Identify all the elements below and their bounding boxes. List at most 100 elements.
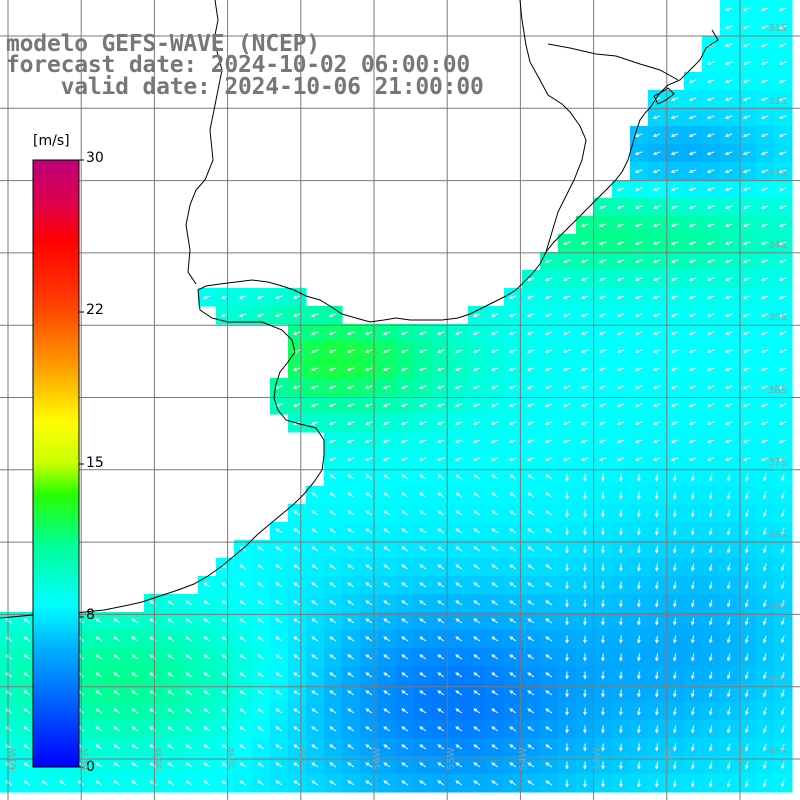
wind-arrow: [778, 7, 787, 12]
wind-arrow: [562, 277, 571, 282]
wind-arrow: [562, 259, 571, 264]
wind-arrow: [293, 690, 301, 696]
wind-arrow: [565, 563, 569, 572]
wind-arrow: [239, 708, 247, 714]
lat-label: 37S: [768, 457, 788, 468]
wind-arrow: [527, 780, 535, 786]
wind-arrow: [724, 259, 733, 264]
wind-arrow: [778, 97, 787, 102]
wind-arrow: [724, 241, 733, 246]
wind-arrow: [293, 600, 301, 606]
wind-arrow: [545, 582, 553, 588]
wind-arrow: [545, 618, 553, 624]
wind-arrow: [59, 780, 67, 786]
forecast-date: forecast date: 2024-10-02 06:00:00: [6, 52, 471, 78]
wind-arrow: [616, 223, 625, 228]
wind-arrow: [491, 564, 499, 570]
wind-arrow: [565, 599, 569, 608]
wind-arrow: [328, 439, 337, 444]
wind-arrow: [23, 690, 31, 696]
wind-arrow: [688, 79, 697, 84]
wind-arrow: [400, 385, 409, 390]
wind-arrow: [454, 349, 463, 354]
wind-arrow: [562, 349, 571, 354]
wind-arrow: [724, 349, 733, 354]
wind-arrow: [311, 528, 319, 534]
wind-arrow: [509, 726, 517, 732]
wind-arrow: [565, 689, 569, 698]
wind-arrow: [383, 510, 391, 516]
wind-arrow: [744, 635, 749, 644]
wind-arrow: [654, 545, 659, 554]
wind-arrow: [762, 689, 767, 698]
wind-arrow: [742, 421, 751, 426]
wind-arrow: [706, 439, 715, 444]
wind-arrow: [688, 331, 697, 336]
wind-arrow: [167, 618, 175, 624]
wind-arrow: [545, 762, 553, 768]
wind-arrow: [526, 295, 535, 300]
wind-arrow: [742, 43, 751, 48]
wind-arrow: [419, 672, 427, 678]
wind-arrow: [708, 581, 713, 590]
wind-arrow: [329, 546, 337, 552]
wind-arrow: [744, 545, 749, 554]
wind-arrow: [706, 61, 715, 66]
wind-arrow: [619, 671, 623, 680]
wind-arrow: [275, 564, 283, 570]
wind-arrow: [780, 743, 785, 752]
wind-arrow: [437, 510, 445, 516]
wind-arrow: [365, 672, 373, 678]
wind-arrow: [544, 439, 553, 444]
wind-arrow: [580, 241, 589, 246]
wind-arrow: [472, 403, 481, 408]
wind-arrow: [382, 403, 391, 408]
wind-arrow: [490, 331, 499, 336]
wind-arrow: [724, 7, 733, 12]
wind-arrow: [364, 367, 373, 372]
wind-arrow: [652, 421, 661, 426]
wind-arrow: [619, 509, 623, 518]
wind-arrow: [601, 779, 605, 788]
wind-arrow: [760, 439, 769, 444]
wind-arrow: [382, 331, 391, 336]
wind-arrow: [473, 636, 481, 642]
wind-arrow: [113, 780, 121, 786]
wind-arrow: [583, 545, 587, 554]
wind-arrow: [583, 509, 587, 518]
wind-arrow: [724, 295, 733, 300]
wind-arrow: [346, 349, 355, 354]
wind-arrow: [527, 510, 535, 516]
wind-arrow: [619, 581, 623, 590]
wind-arrow: [637, 689, 641, 698]
wind-arrow: [601, 509, 605, 518]
wind-arrow: [346, 385, 355, 390]
wind-arrow: [347, 780, 355, 786]
wind-arrow: [239, 744, 247, 750]
wind-arrow: [780, 545, 785, 554]
wind-arrow: [583, 779, 587, 788]
wind-arrow: [365, 564, 373, 570]
wind-arrow: [473, 564, 481, 570]
wind-arrow: [652, 385, 661, 390]
wind-arrow: [760, 115, 769, 120]
wind-arrow: [583, 599, 587, 608]
wind-arrow: [634, 277, 643, 282]
wind-arrow: [565, 527, 569, 536]
wind-arrow: [491, 708, 499, 714]
wind-arrow: [637, 707, 641, 716]
colorbar-unit: [m/s]: [33, 133, 70, 149]
wind-arrow: [221, 762, 229, 768]
wind-arrow: [113, 672, 121, 678]
wind-arrow: [221, 654, 229, 660]
wind-arrow: [383, 762, 391, 768]
wind-arrow: [724, 367, 733, 372]
wind-arrow: [778, 169, 787, 174]
wind-arrow: [726, 725, 731, 734]
wind-arrow: [383, 474, 391, 480]
wind-arrow: [601, 689, 605, 698]
wind-arrow: [598, 295, 607, 300]
wind-arrow: [383, 672, 391, 678]
wind-arrow: [257, 708, 265, 714]
wind-arrow: [364, 331, 373, 336]
